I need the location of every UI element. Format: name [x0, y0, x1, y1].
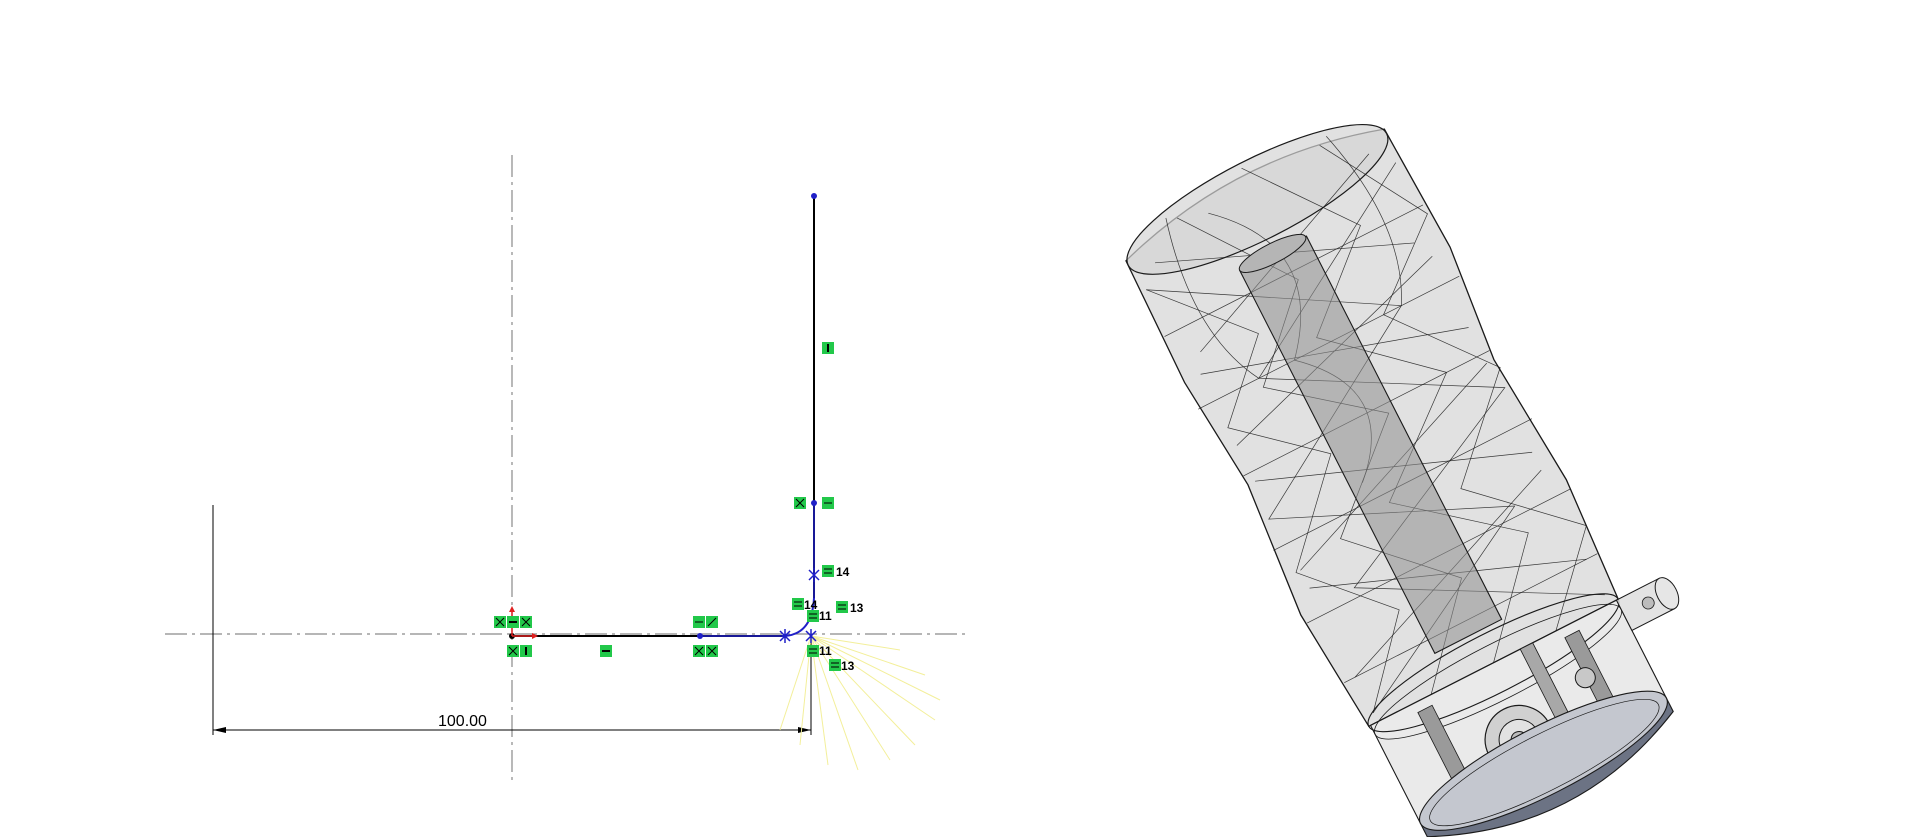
dimension-value[interactable]: 100.00	[438, 713, 487, 730]
bottom-cap-inner	[1429, 698, 1660, 827]
side-fitting	[1574, 667, 1596, 689]
relation-vertical-top-icon	[822, 342, 834, 354]
sketch-endpoint-top[interactable]	[811, 193, 817, 199]
svg-text:14: 14	[836, 565, 850, 579]
relation-badges[interactable]: 14 13 11 14 11	[494, 342, 864, 673]
sketch-fillet-curve[interactable]	[781, 597, 815, 637]
svg-text:14: 14	[804, 598, 818, 612]
svg-text:11: 11	[819, 644, 832, 658]
relation-equal-13b-icon: 13	[829, 659, 855, 673]
relation-coincident-icon	[494, 616, 532, 628]
relation-equal-11b-icon: 11	[807, 644, 832, 658]
relation-horizontal-icon	[600, 645, 612, 657]
sketch-point-mid-horizontal[interactable]	[697, 633, 703, 639]
inner-tube-top	[1238, 233, 1307, 273]
tangent-point-markers[interactable]	[779, 568, 820, 643]
dimension-arrow-left	[213, 727, 226, 733]
relation-vertical-icon	[507, 645, 532, 657]
model-3d-view[interactable]	[1106, 75, 1740, 837]
dimension-arrow-right	[798, 727, 811, 733]
sketch-point-mid-vertical[interactable]	[811, 500, 817, 506]
relation-midpoint-icon	[794, 497, 834, 509]
relation-equal-13-icon: 13	[836, 601, 864, 615]
svg-text:11: 11	[819, 609, 832, 623]
mesh-top-face	[1126, 123, 1389, 275]
relation-equal-11-icon: 11	[807, 609, 832, 623]
relation-equal-14b-icon: 14	[792, 598, 818, 612]
fillet-preview-rays	[779, 635, 941, 771]
relation-tangent-icon	[693, 616, 718, 628]
svg-text:13: 13	[850, 601, 864, 615]
bottom-cap-face	[1418, 690, 1668, 831]
svg-text:13: 13	[841, 659, 855, 673]
side-nozzle[interactable]	[1615, 574, 1683, 632]
sketch-view[interactable]: 100.00	[165, 155, 965, 785]
relation-smooth-icon	[693, 645, 718, 657]
relation-equal-14-icon: 14	[822, 565, 850, 579]
